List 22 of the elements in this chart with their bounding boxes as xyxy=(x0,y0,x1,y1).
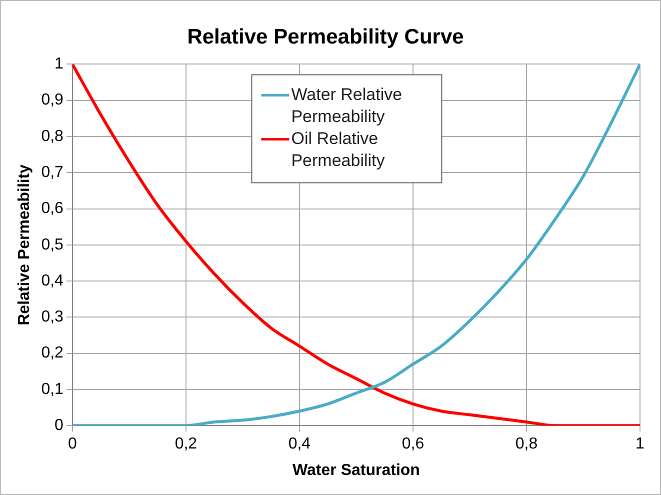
x-tick-label: 0,4 xyxy=(288,436,311,453)
y-tick-label: 0 xyxy=(54,417,64,434)
x-tick-label: 0,2 xyxy=(174,436,198,453)
y-tick-label: 0,5 xyxy=(41,236,64,254)
x-axis-title: Water Saturation xyxy=(292,462,420,479)
legend-label: Water Relative Permeability xyxy=(291,84,402,126)
y-tick-label: 0,4 xyxy=(41,272,64,290)
y-tick-label: 0,3 xyxy=(41,308,64,326)
y-axis-title: Relative Permeability xyxy=(16,164,34,326)
x-tick-label: 0,8 xyxy=(515,436,538,453)
x-tick-label: 1 xyxy=(636,436,645,453)
y-tick-label: 0,6 xyxy=(41,200,64,218)
chart-title: Relative Permeability Curve xyxy=(187,25,464,48)
x-tick-label: 0,6 xyxy=(402,436,424,453)
legend-label: Oil Relative Permeability xyxy=(291,128,386,170)
y-tick-label: 0,9 xyxy=(41,92,64,109)
y-tick-label: 0,1 xyxy=(41,380,64,398)
y-tick-label: 1 xyxy=(54,56,64,73)
x-tick-label: 0 xyxy=(68,436,77,453)
y-tick-label: 0,7 xyxy=(41,164,64,182)
y-tick-label: 0,2 xyxy=(41,344,64,362)
y-tick-label: 0,8 xyxy=(41,128,64,145)
